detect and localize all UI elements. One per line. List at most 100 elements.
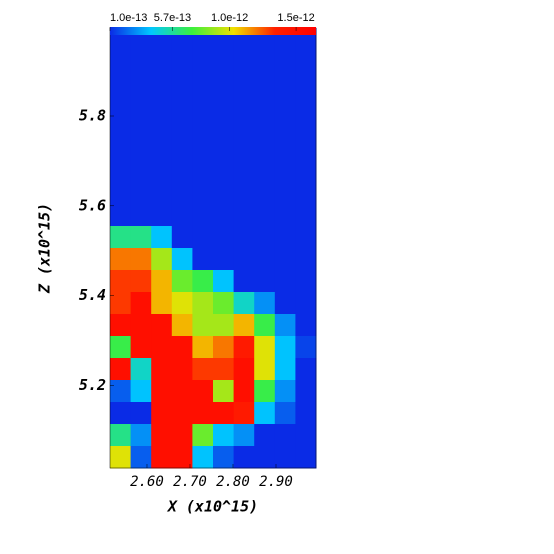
heatmap-cell	[213, 204, 235, 227]
heatmap-cell	[151, 116, 173, 139]
heatmap-cell	[192, 226, 214, 249]
heatmap-cell	[151, 358, 173, 381]
heatmap-cell	[274, 402, 296, 425]
heatmap-cell	[130, 116, 152, 139]
heatmap-cell	[151, 226, 173, 249]
heatmap-cell	[295, 314, 317, 337]
heatmap-cell	[130, 292, 152, 315]
heatmap-cell	[130, 380, 152, 403]
heatmap-cell	[274, 226, 296, 249]
heatmap-cell	[213, 424, 235, 447]
heatmap-cell	[110, 182, 132, 205]
heatmap-cell	[151, 72, 173, 95]
heatmap-cell	[192, 94, 214, 117]
heatmap-cell	[192, 446, 214, 469]
heatmap-cell	[192, 182, 214, 205]
heatmap-cell	[254, 380, 276, 403]
heatmap-cell	[171, 226, 193, 249]
heatmap-cell	[130, 314, 152, 337]
heatmap-cell	[151, 138, 173, 161]
heatmap-cell	[233, 72, 255, 95]
heatmap-cell	[254, 248, 276, 271]
heatmap-cell	[171, 116, 193, 139]
heatmap-cell	[254, 72, 276, 95]
heatmap-cell	[171, 182, 193, 205]
heatmap-cell	[192, 160, 214, 183]
heatmap-cell	[233, 380, 255, 403]
heatmap-cell	[151, 160, 173, 183]
heatmap-cell	[233, 248, 255, 271]
heatmap-cell	[233, 314, 255, 337]
heatmap-cell	[295, 270, 317, 293]
heatmap-cell	[213, 50, 235, 73]
heatmap-cell	[192, 270, 214, 293]
heatmap-cell	[274, 270, 296, 293]
heatmap-cell	[233, 94, 255, 117]
heatmap-cell	[171, 160, 193, 183]
heatmap-cell	[110, 380, 132, 403]
heatmap-cell	[192, 72, 214, 95]
heatmap-cell	[295, 72, 317, 95]
heatmap-cell	[295, 336, 317, 359]
heatmap-cell	[110, 248, 132, 271]
heatmap-cell	[130, 204, 152, 227]
heatmap-cell	[130, 358, 152, 381]
heatmap-cell	[171, 292, 193, 315]
heatmap-cell	[254, 226, 276, 249]
heatmap-cell	[274, 336, 296, 359]
heatmap-cell	[110, 72, 132, 95]
heatmap-cell	[274, 292, 296, 315]
heatmap-cell	[254, 358, 276, 381]
heatmap-cell	[233, 424, 255, 447]
heatmap-cell	[130, 226, 152, 249]
heatmap-cell	[274, 138, 296, 161]
heatmap-cell	[151, 336, 173, 359]
heatmap-cell	[151, 204, 173, 227]
heatmap-cell	[274, 94, 296, 117]
heatmap-cell	[110, 314, 132, 337]
heatmap-cell	[110, 292, 132, 315]
heatmap-cell	[295, 358, 317, 381]
heatmap-cell	[171, 248, 193, 271]
heatmap-cell	[110, 138, 132, 161]
heatmap-cell	[171, 138, 193, 161]
heatmap-cell	[151, 402, 173, 425]
heatmap-cell	[192, 358, 214, 381]
heatmap-cell	[130, 424, 152, 447]
heatmap-cell	[130, 248, 152, 271]
heatmap-cell	[274, 72, 296, 95]
colorbar-tick-label: 5.7e-13	[154, 12, 191, 24]
heatmap-cell	[192, 380, 214, 403]
heatmap-cell	[110, 204, 132, 227]
heatmap-cell	[254, 424, 276, 447]
heatmap-cell	[274, 380, 296, 403]
heatmap-cell	[295, 402, 317, 425]
heatmap-cell	[171, 336, 193, 359]
heatmap-cell	[110, 358, 132, 381]
heatmap-cell	[171, 358, 193, 381]
heatmap-cell	[274, 204, 296, 227]
heatmap-cell	[192, 336, 214, 359]
heatmap-cell	[192, 314, 214, 337]
heatmap-cell	[233, 292, 255, 315]
heatmap-cell	[192, 204, 214, 227]
heatmap-cell	[295, 226, 317, 249]
heatmap-cell	[213, 248, 235, 271]
heatmap-cell	[233, 446, 255, 469]
heatmap-cell	[130, 402, 152, 425]
heatmap-cell	[110, 424, 132, 447]
heatmap-cell	[233, 336, 255, 359]
heatmap-cell	[192, 424, 214, 447]
heatmap-cell	[151, 94, 173, 117]
heatmap-cell	[274, 160, 296, 183]
heatmap-cell	[171, 424, 193, 447]
heatmap-cell	[192, 248, 214, 271]
heatmap-cell	[151, 50, 173, 73]
heatmap-cell	[254, 204, 276, 227]
heatmap-cell	[213, 336, 235, 359]
heatmap-cell	[213, 138, 235, 161]
x-tick-label: 2.70	[173, 474, 207, 490]
heatmap-cell	[130, 446, 152, 469]
heatmap-cell	[274, 248, 296, 271]
heatmap-cell	[233, 226, 255, 249]
